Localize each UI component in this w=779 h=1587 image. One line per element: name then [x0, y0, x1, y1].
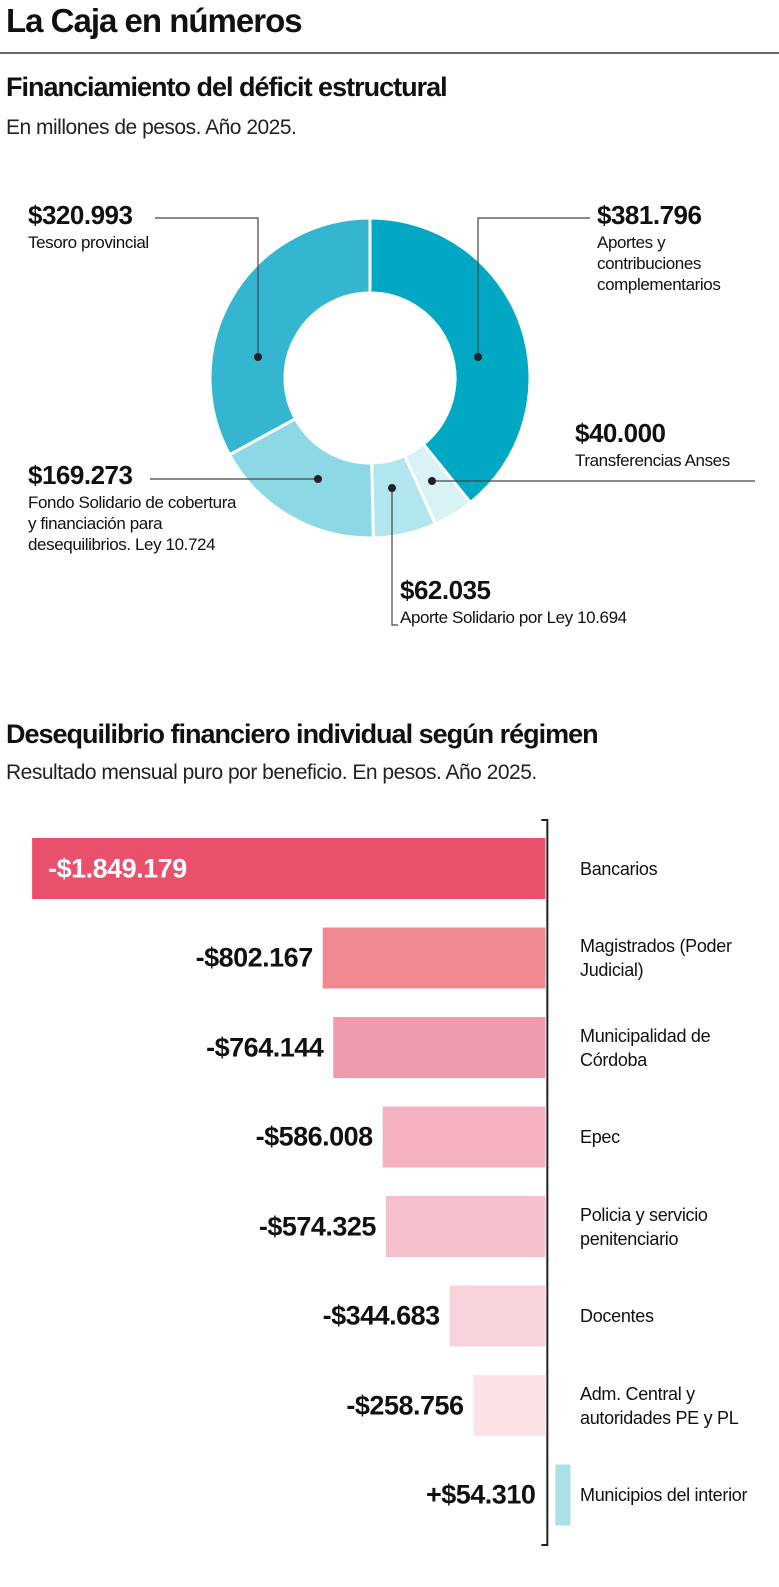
leader-line [477, 217, 590, 357]
leader-dot [314, 475, 322, 483]
category-label: Fondo Solidario de cobertura y financiac… [28, 493, 237, 554]
page-title: La Caja en números [6, 2, 303, 39]
category-label: Policia y servicio penitenciario [580, 1204, 708, 1249]
leader-line [155, 217, 259, 357]
value-label: -$258.756 [346, 1390, 464, 1420]
value-label: +$54.310 [425, 1479, 536, 1510]
category-label: Adm. Central y autoridades PE y PL [580, 1383, 739, 1428]
bar [382, 1106, 546, 1168]
donut-slice [208, 216, 372, 457]
category-label: Epec [580, 1127, 620, 1147]
category-label: Aportes y contribuciones complementarios [597, 233, 721, 294]
category-label: Bancarios [580, 858, 658, 879]
value-label: $320.993 [28, 200, 133, 230]
category-label: Magistrados (Poder Judicial) [580, 936, 732, 980]
leader-dot [428, 477, 436, 485]
category-label: Municipios del interior [580, 1485, 748, 1505]
bar [385, 1196, 546, 1257]
value-label: $381.796 [597, 200, 702, 230]
value-label: -$764.144 [206, 1032, 324, 1062]
bar [333, 1017, 546, 1078]
value-label: $40.000 [575, 418, 666, 448]
category-label: Municipalidad de Córdoba [580, 1025, 711, 1070]
category-label: Docentes [580, 1306, 654, 1326]
bar [555, 1464, 571, 1526]
value-label: $169.273 [28, 460, 133, 490]
bar [473, 1375, 546, 1436]
leader-dot [388, 484, 396, 492]
category-label: Tesoro provincial [28, 233, 149, 252]
axis-bracket [541, 819, 549, 1546]
chart-subtitle: Resultado mensual puro por beneficio. En… [6, 761, 537, 784]
category-label: Aporte Solidario por Ley 10.694 [400, 608, 627, 627]
chart-subtitle: En millones de pesos. Año 2025. [6, 116, 297, 139]
value-label: -$802.167 [195, 942, 314, 973]
bar-chart [32, 819, 571, 1546]
chart-title: Financiamiento del déficit estructural [6, 72, 448, 102]
bar [322, 927, 546, 989]
chart-title: Desequilibrio financiero individual segú… [6, 719, 599, 749]
leader-dot [474, 353, 482, 361]
bar [449, 1285, 546, 1347]
value-label: -$574.325 [258, 1211, 377, 1241]
value-label: -$586.008 [255, 1121, 374, 1152]
value-label: -$344.683 [322, 1300, 441, 1331]
leader-line [391, 488, 398, 626]
category-label: Transferencias Anses [575, 451, 730, 470]
value-label: $62.035 [400, 575, 491, 605]
leader-dot [254, 353, 262, 361]
value-label: -$1.849.179 [48, 853, 187, 883]
donut-chart [150, 216, 755, 626]
bar [32, 838, 546, 899]
